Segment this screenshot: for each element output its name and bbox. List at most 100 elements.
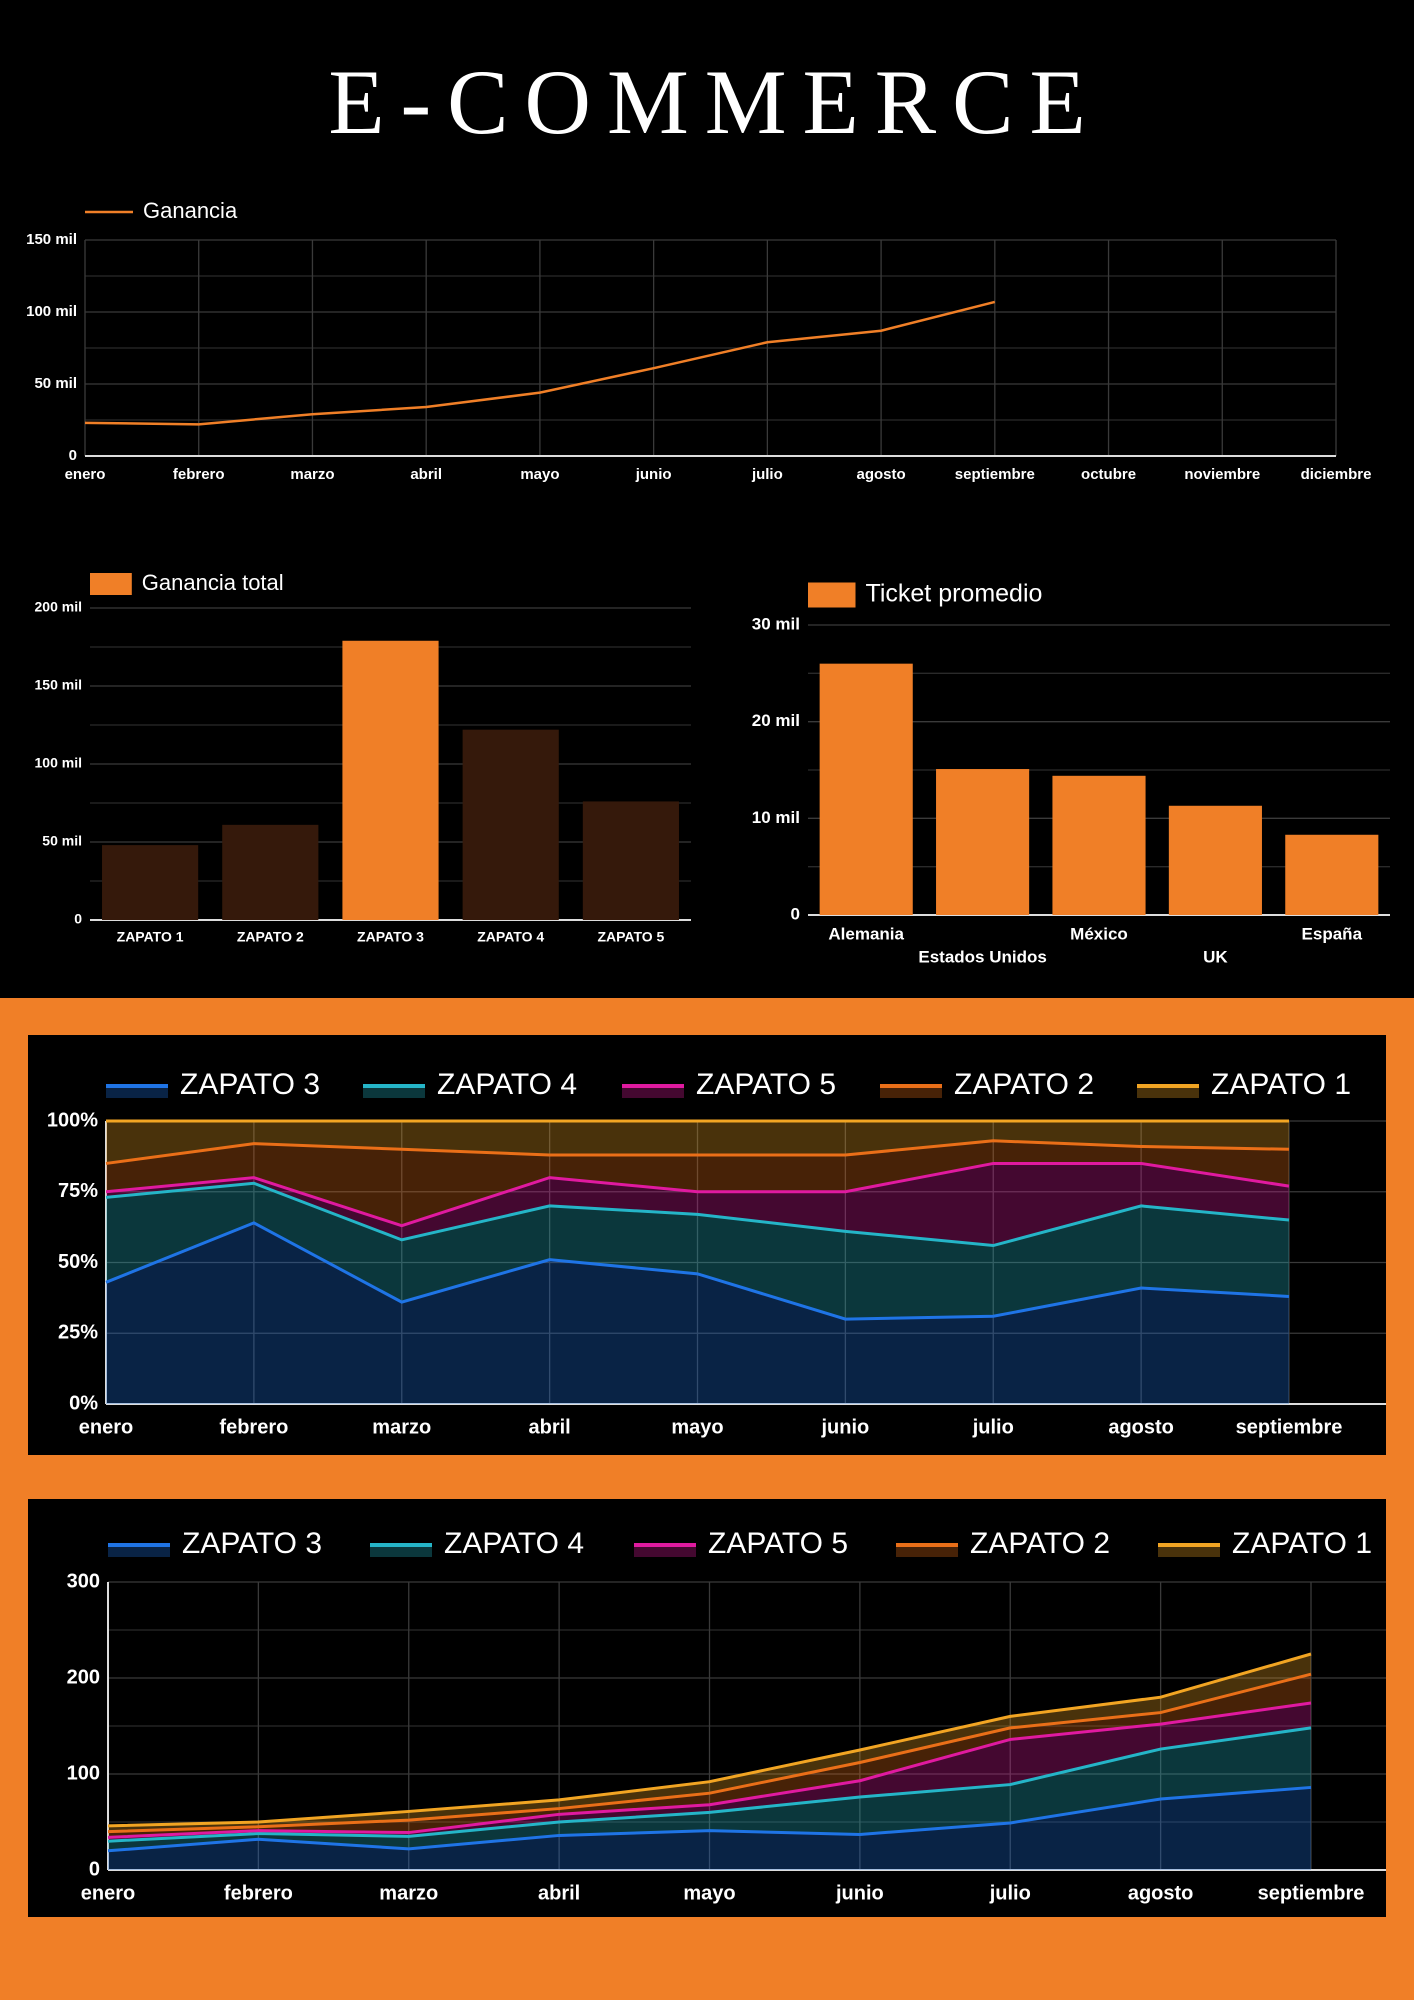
y-tick-label: 0 — [69, 447, 77, 464]
legend-label: ZAPATO 1 — [1211, 1068, 1351, 1101]
legend-swatch — [90, 573, 132, 595]
x-tick-label: España — [1302, 924, 1363, 943]
legend-swatch-fill — [634, 1545, 696, 1557]
legend-label: ZAPATO 3 — [182, 1527, 322, 1560]
area-line — [107, 1672, 1312, 1834]
legend-label: ZAPATO 2 — [970, 1527, 1110, 1560]
legend-swatch-fill — [880, 1086, 942, 1098]
area-line — [105, 1221, 1290, 1321]
area-line — [107, 1726, 1312, 1843]
legend-label: ZAPATO 3 — [180, 1068, 320, 1101]
legend-label: Ganancia total — [142, 570, 284, 595]
legend-label: Ganancia — [143, 198, 238, 223]
bar — [819, 663, 913, 915]
x-tick-label: Estados Unidos — [918, 947, 1046, 966]
bar — [582, 801, 679, 920]
legend-swatch-fill — [1137, 1086, 1199, 1098]
x-tick-label: México — [1070, 924, 1128, 943]
y-tick-label: 100 mil — [26, 303, 77, 320]
x-tick-label: octubre — [1081, 466, 1136, 483]
page-title: E-COMMERCE — [328, 51, 1101, 153]
x-tick-label: julio — [989, 1882, 1031, 1904]
y-tick-label: 0 — [89, 1858, 100, 1880]
y-tick-label: 10 mil — [752, 808, 800, 827]
x-tick-label: UK — [1203, 947, 1228, 966]
area-line — [105, 1181, 1290, 1248]
y-tick-label: 200 mil — [35, 599, 82, 615]
y-tick-label: 150 mil — [35, 677, 82, 693]
bar — [462, 729, 559, 920]
x-tick-label: mayo — [520, 466, 559, 483]
x-tick-label: mayo — [683, 1882, 735, 1904]
x-tick-label: marzo — [290, 466, 334, 483]
x-tick-label: abril — [529, 1416, 571, 1438]
x-tick-label: ZAPATO 5 — [597, 929, 664, 945]
x-tick-label: enero — [81, 1882, 135, 1904]
x-tick-label: septiembre — [1258, 1882, 1365, 1904]
legend-label: Ticket promedio — [866, 580, 1043, 608]
y-tick-label: 20 mil — [752, 711, 800, 730]
bar — [342, 640, 439, 920]
x-tick-label: ZAPATO 3 — [357, 929, 424, 945]
legend-label: ZAPATO 4 — [437, 1068, 577, 1101]
x-tick-label: ZAPATO 1 — [117, 929, 184, 945]
x-tick-label: febrero — [173, 466, 225, 483]
x-tick-label: junio — [820, 1416, 869, 1438]
area-line — [105, 1161, 1290, 1228]
area-fill — [106, 1183, 1289, 1320]
bar — [936, 769, 1030, 915]
x-tick-label: abril — [538, 1882, 580, 1904]
y-tick-label: 300 — [67, 1570, 100, 1592]
legend-swatch-fill — [370, 1545, 432, 1557]
y-tick-label: 150 mil — [26, 231, 77, 248]
x-tick-label: ZAPATO 2 — [237, 929, 304, 945]
x-tick-label: mayo — [671, 1416, 723, 1438]
legend-swatch-fill — [363, 1086, 425, 1098]
legend-label: ZAPATO 4 — [444, 1527, 584, 1560]
y-tick-label: 200 — [67, 1666, 100, 1688]
panel — [28, 1499, 1386, 1917]
legend-swatch-fill — [622, 1086, 684, 1098]
x-tick-label: septiembre — [955, 466, 1035, 483]
bar — [1168, 805, 1262, 915]
area-fill — [106, 1222, 1289, 1404]
bar — [102, 845, 199, 920]
x-tick-label: Alemania — [828, 924, 904, 943]
bar — [1052, 775, 1146, 915]
x-tick-label: enero — [65, 466, 106, 483]
legend-swatch-fill — [896, 1545, 958, 1557]
x-tick-label: marzo — [372, 1416, 431, 1438]
y-tick-label: 50% — [58, 1251, 98, 1273]
legend-label: ZAPATO 1 — [1232, 1527, 1372, 1560]
x-tick-label: diciembre — [1301, 466, 1372, 483]
legend-swatch-fill — [1158, 1545, 1220, 1557]
y-tick-label: 50 mil — [42, 833, 82, 849]
x-tick-label: agosto — [1108, 1416, 1174, 1438]
y-tick-label: 50 mil — [34, 375, 77, 392]
x-tick-label: julio — [751, 466, 783, 483]
area-fill — [106, 1163, 1289, 1246]
x-tick-label: julio — [972, 1416, 1014, 1438]
y-tick-label: 30 mil — [752, 614, 800, 633]
x-tick-label: febrero — [219, 1416, 288, 1438]
area-line — [107, 1785, 1312, 1853]
y-tick-label: 75% — [58, 1180, 98, 1202]
legend-label: ZAPATO 5 — [708, 1527, 848, 1560]
x-tick-label: agosto — [1128, 1882, 1194, 1904]
legend-swatch — [808, 582, 856, 608]
x-tick-label: enero — [79, 1416, 133, 1438]
x-tick-label: noviembre — [1184, 466, 1260, 483]
y-tick-label: 100% — [47, 1109, 98, 1131]
y-tick-label: 100 — [67, 1762, 100, 1784]
x-tick-label: junio — [635, 466, 672, 483]
area-fill — [106, 1121, 1289, 1164]
x-tick-label: marzo — [379, 1882, 438, 1904]
area-line — [105, 1139, 1290, 1165]
legend-label: ZAPATO 2 — [954, 1068, 1094, 1101]
y-tick-label: 0 — [74, 911, 82, 927]
y-tick-label: 100 mil — [35, 755, 82, 771]
legend-label: ZAPATO 5 — [696, 1068, 836, 1101]
x-tick-label: febrero — [224, 1882, 293, 1904]
